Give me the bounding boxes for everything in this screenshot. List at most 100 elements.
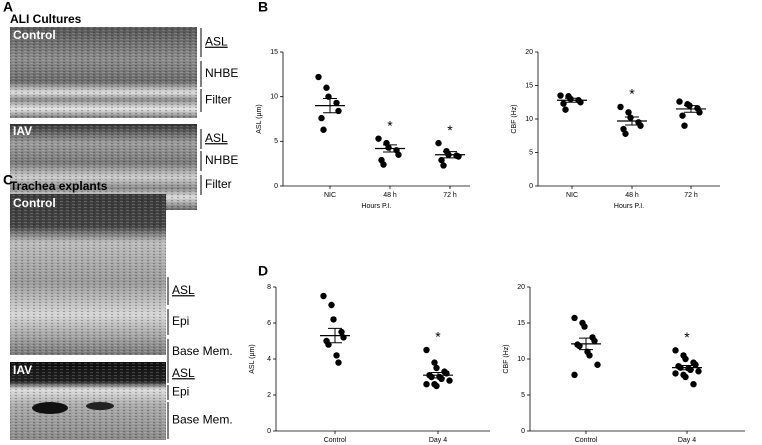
x-tick-label: Day 4 — [429, 437, 447, 444]
data-point — [586, 352, 593, 359]
error-bar — [383, 144, 397, 153]
data-point — [617, 103, 624, 111]
lumen — [32, 402, 68, 414]
data-point — [637, 122, 644, 129]
data-point — [695, 368, 702, 375]
micrographs — [10, 27, 197, 440]
y-tick-label: 8 — [267, 284, 271, 291]
data-point — [318, 114, 325, 122]
data-point — [676, 98, 683, 105]
y-axis-label: ASL (µm) — [256, 104, 263, 133]
layer-label: Base Mem. — [172, 344, 233, 358]
layer-label: NHBE — [205, 66, 238, 80]
error-bar — [684, 105, 698, 113]
x-tick-label: Control — [575, 437, 598, 444]
y-tick-label: 6 — [267, 320, 271, 327]
panel-letter: D — [258, 263, 268, 279]
x-tick-label: NIC — [566, 192, 578, 199]
data-point — [315, 73, 322, 81]
significance-mark: * — [629, 86, 635, 102]
significance-mark: * — [435, 329, 441, 345]
data-point — [682, 355, 689, 363]
data-point — [562, 106, 569, 113]
panel-letter: A — [3, 0, 13, 15]
data-point — [560, 100, 567, 107]
error-bar — [625, 116, 639, 126]
data-point — [594, 361, 601, 368]
data-point — [627, 114, 634, 121]
data-point — [433, 382, 440, 390]
data-point — [440, 162, 447, 169]
error-bar — [565, 97, 579, 103]
y-tick-label: 0 — [274, 183, 278, 190]
layer-label: ASL — [205, 131, 228, 145]
data-point — [320, 126, 327, 133]
x-tick-label: Day 4 — [678, 437, 696, 444]
y-tick-label: 15 — [517, 320, 525, 327]
y-axis-label: CBF (Hz) — [503, 344, 510, 373]
layer-label: Epi — [172, 314, 189, 328]
data-point — [696, 109, 703, 116]
error-bar — [328, 327, 342, 344]
data-point — [423, 346, 430, 354]
y-tick-label: 10 — [270, 94, 278, 101]
error-bar — [431, 372, 445, 379]
data-point — [333, 352, 340, 359]
data-point — [435, 139, 442, 147]
significance-mark: * — [447, 122, 453, 138]
data-point — [571, 371, 578, 379]
panel-letter: B — [258, 0, 268, 15]
data-point — [557, 92, 564, 99]
layer-label: NHBE — [205, 153, 238, 167]
y-tick-label: 15 — [525, 82, 533, 89]
data-point — [375, 135, 382, 142]
y-tick-label: 20 — [525, 49, 533, 56]
error-bar — [323, 97, 337, 114]
data-point — [625, 109, 632, 116]
layer-label: Base Mem. — [172, 413, 233, 427]
x-axis-label: Hours P.I. — [614, 203, 644, 210]
x-tick-label: 48 h — [625, 192, 639, 199]
x-tick-label: 72 h — [443, 192, 457, 199]
layer-label: Epi — [172, 385, 189, 399]
panel-title: Trachea explants — [10, 179, 108, 193]
data-point — [431, 359, 438, 366]
data-point — [328, 301, 335, 309]
data-point — [433, 364, 440, 372]
data-point — [395, 151, 402, 158]
panel-title: ALI Cultures — [10, 12, 82, 26]
significance-mark: * — [387, 117, 393, 133]
data-point — [681, 122, 688, 129]
data-point — [679, 112, 686, 119]
data-point — [682, 373, 689, 381]
data-point — [591, 337, 598, 345]
x-tick-label: 72 h — [684, 192, 698, 199]
lumen — [86, 402, 114, 410]
data-point — [338, 328, 345, 336]
y-tick-label: 5 — [529, 149, 533, 156]
y-tick-label: 5 — [274, 138, 278, 145]
image-label: IAV — [13, 124, 32, 138]
y-tick-label: 20 — [517, 284, 525, 291]
data-point — [438, 375, 445, 382]
y-axis-label: CBF (Hz) — [511, 104, 518, 133]
data-point — [567, 95, 574, 103]
x-tick-label: NIC — [324, 192, 336, 199]
data-point — [320, 292, 327, 300]
y-tick-label: 4 — [267, 356, 271, 363]
data-point — [333, 99, 340, 107]
data-point — [622, 130, 629, 137]
micrograph-texture — [10, 362, 166, 440]
layer-label: ASL — [172, 283, 195, 297]
image-label: Control — [13, 196, 56, 210]
y-tick-label: 10 — [517, 356, 525, 363]
data-point — [323, 84, 330, 91]
data-point — [581, 323, 588, 330]
error-bar — [579, 337, 593, 351]
error-bar — [443, 151, 457, 159]
x-axis-label: Hours P.I. — [361, 203, 391, 210]
x-tick-label: Control — [324, 437, 347, 444]
y-tick-label: 10 — [525, 116, 533, 123]
data-point — [438, 156, 445, 164]
